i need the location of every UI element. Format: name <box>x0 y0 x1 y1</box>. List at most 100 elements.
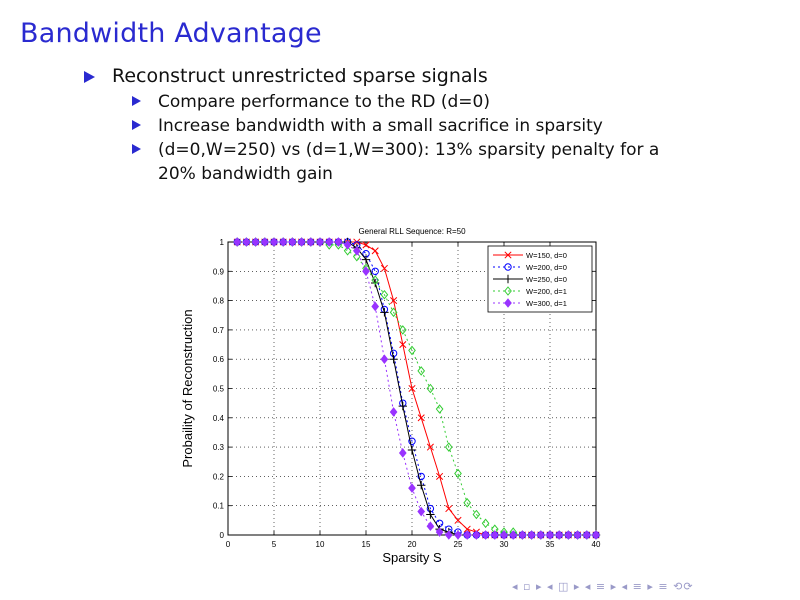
bullet-arrow-icon <box>132 144 141 154</box>
data-point-marker <box>417 506 426 517</box>
data-point-marker <box>436 472 444 480</box>
data-point-marker <box>408 384 416 393</box>
data-point-marker <box>389 407 398 417</box>
x-tick-label: 25 <box>454 540 463 549</box>
x-tick-label: 0 <box>226 540 231 549</box>
bullet-arrow-icon <box>132 120 141 130</box>
data-point-marker <box>306 237 315 247</box>
data-point-marker <box>444 442 453 452</box>
bullet-list: Reconstruct unrestricted sparse signals … <box>84 64 784 186</box>
data-point-marker <box>454 516 462 524</box>
data-point-marker <box>242 237 251 247</box>
data-point-marker <box>297 237 306 247</box>
bullet-arrow-icon <box>132 96 141 106</box>
data-point-marker <box>362 241 370 249</box>
beamer-navigation-bar[interactable]: ◂ ▫ ▸ ◂ ◫ ▸ ◂ ≡ ▸ ◂ ≡ ▸ ≡ ⟲⟳ <box>512 580 694 593</box>
x-tick-label: 5 <box>272 540 277 549</box>
sub-bullet-text-continued: 20% bandwidth gain <box>158 164 333 184</box>
sub-bullet-list: Compare performance to the RD (d=0) Incr… <box>84 90 784 186</box>
data-point-marker <box>251 237 260 247</box>
sub-bullet-text: Increase bandwidth with a small sacrific… <box>158 116 603 136</box>
data-point-marker <box>426 510 435 519</box>
data-point-marker <box>527 530 536 540</box>
data-point-marker <box>325 237 334 247</box>
sub-bullet: Compare performance to the RD (d=0) <box>84 90 784 114</box>
main-bullet-text: Reconstruct unrestricted sparse signals <box>112 65 488 87</box>
legend-label: W=150, d=0 <box>526 251 567 260</box>
data-point-marker <box>371 278 380 288</box>
data-point-marker <box>380 354 389 365</box>
x-tick-label: 30 <box>500 540 509 549</box>
data-point-marker <box>371 267 379 275</box>
data-point-marker <box>503 274 513 284</box>
data-point-marker <box>408 345 416 356</box>
sub-bullet: Increase bandwidth with a small sacrific… <box>84 114 784 138</box>
data-point-marker <box>270 237 278 247</box>
data-point-marker <box>435 404 444 414</box>
data-point-marker <box>417 366 426 376</box>
data-point-marker <box>380 289 389 300</box>
data-point-marker <box>444 530 453 540</box>
y-tick-label: 0.3 <box>213 443 225 452</box>
legend-label: W=300, d=1 <box>526 299 567 308</box>
y-tick-label: 0 <box>220 531 225 540</box>
series-line <box>237 241 596 536</box>
data-point-marker <box>463 525 471 533</box>
y-tick-label: 0.5 <box>213 385 225 394</box>
data-point-marker <box>454 468 462 479</box>
data-point-marker <box>454 530 462 540</box>
slide-title: Bandwidth Advantage <box>20 18 322 49</box>
data-point-marker <box>481 518 490 529</box>
x-tick-label: 35 <box>546 540 555 549</box>
data-point-marker <box>361 255 371 264</box>
y-axis-label: Probaility of Reconstruction <box>180 309 195 467</box>
data-point-marker <box>518 530 527 540</box>
data-point-marker <box>504 298 512 308</box>
data-point-marker <box>445 505 453 513</box>
data-point-marker <box>362 266 370 277</box>
x-tick-label: 15 <box>362 540 371 549</box>
y-tick-label: 0.8 <box>213 297 225 306</box>
data-point-marker <box>398 401 407 411</box>
data-point-marker <box>389 307 398 318</box>
y-tick-label: 0.2 <box>213 472 225 481</box>
data-point-marker <box>371 275 380 285</box>
data-point-marker <box>288 237 297 247</box>
data-point-marker <box>371 301 380 312</box>
data-point-marker <box>546 530 554 540</box>
data-point-marker <box>564 530 573 540</box>
data-point-marker <box>417 472 425 481</box>
sub-bullet-text: (d=0,W=250) vs (d=1,W=300): 13% sparsity… <box>158 140 660 160</box>
data-point-marker <box>399 340 407 349</box>
y-tick-label: 0.9 <box>213 267 225 276</box>
bullet-arrow-icon <box>84 71 95 83</box>
sub-bullet: (d=0,W=250) vs (d=1,W=300): 13% sparsity… <box>84 138 784 186</box>
data-point-marker <box>472 509 481 520</box>
y-tick-label: 0.7 <box>213 326 225 335</box>
legend-label: W=200, d=1 <box>526 287 567 296</box>
main-bullet: Reconstruct unrestricted sparse signals <box>84 64 784 88</box>
data-point-marker <box>389 355 398 364</box>
data-point-marker <box>435 527 444 537</box>
legend: W=150, d=0 W=200, d=0 W=250, d=0 W=200, d=1… <box>487 245 593 313</box>
data-point-marker <box>417 414 425 422</box>
data-point-marker <box>555 530 564 540</box>
data-point-marker <box>334 237 343 247</box>
data-point-marker <box>481 530 490 540</box>
data-point-marker <box>509 530 518 540</box>
x-tick-label: 20 <box>408 540 417 549</box>
data-point-marker <box>463 497 472 508</box>
data-point-marker <box>408 437 416 445</box>
sub-bullet-text: Compare performance to the RD (d=0) <box>158 92 490 112</box>
legend-label: W=250, d=0 <box>526 275 567 284</box>
data-point-marker <box>233 237 242 247</box>
reconstruction-chart: 0 5 10 15 20 25 30 35 40 0 0.1 0.2 0.3 0.4 0.5 0.6 0.7 0.… <box>180 227 601 565</box>
data-point-marker <box>426 521 435 532</box>
data-point-marker <box>371 247 379 255</box>
data-point-marker <box>279 237 288 247</box>
data-point-marker <box>504 251 512 259</box>
data-point-marker <box>472 530 481 540</box>
chart-title: General RLL Sequence: R=50 <box>358 227 466 236</box>
data-point-marker <box>343 240 352 250</box>
data-point-marker <box>352 245 361 256</box>
